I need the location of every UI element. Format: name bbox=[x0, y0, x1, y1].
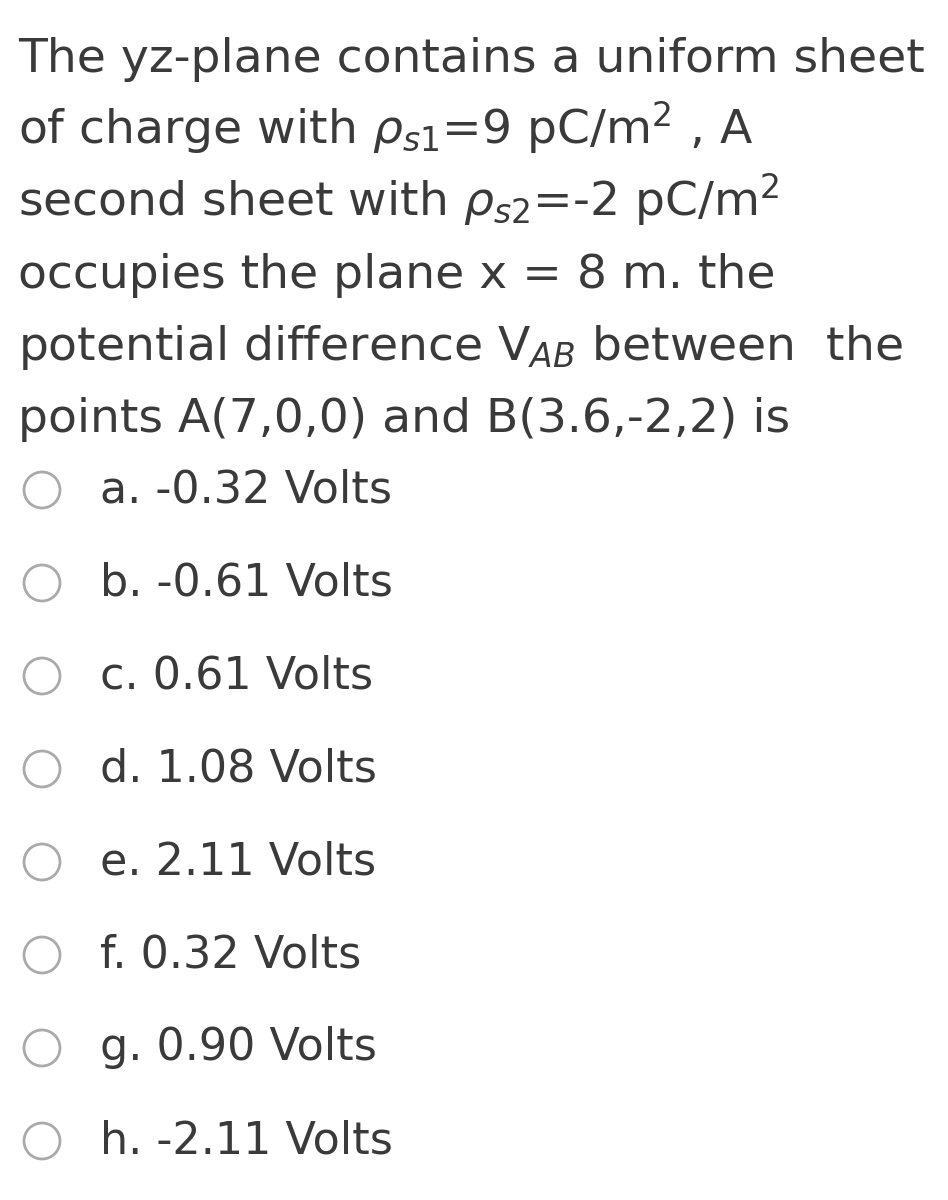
Text: e. 2.11 Volts: e. 2.11 Volts bbox=[100, 840, 376, 883]
Text: of charge with $\rho_{s1}$=9 pC/m$^2$ , A: of charge with $\rho_{s1}$=9 pC/m$^2$ , … bbox=[18, 100, 753, 156]
Text: second sheet with $\rho_{s2}$=-2 pC/m$^2$: second sheet with $\rho_{s2}$=-2 pC/m$^2… bbox=[18, 172, 779, 228]
Text: points A(7,0,0) and B(3.6,-2,2) is: points A(7,0,0) and B(3.6,-2,2) is bbox=[18, 397, 790, 442]
Text: g. 0.90 Volts: g. 0.90 Volts bbox=[100, 1026, 377, 1069]
Text: potential difference V$_{AB}$ between  the: potential difference V$_{AB}$ between th… bbox=[18, 323, 902, 372]
Text: a. -0.32 Volts: a. -0.32 Volts bbox=[100, 468, 392, 511]
Text: h. -2.11 Volts: h. -2.11 Volts bbox=[100, 1120, 392, 1162]
Text: occupies the plane x = 8 m. the: occupies the plane x = 8 m. the bbox=[18, 253, 775, 298]
Text: f. 0.32 Volts: f. 0.32 Volts bbox=[100, 934, 361, 976]
Text: b. -0.61 Volts: b. -0.61 Volts bbox=[100, 562, 392, 604]
Text: c. 0.61 Volts: c. 0.61 Volts bbox=[100, 654, 374, 697]
Text: d. 1.08 Volts: d. 1.08 Volts bbox=[100, 748, 377, 790]
Text: The yz-plane contains a uniform sheet: The yz-plane contains a uniform sheet bbox=[18, 37, 924, 82]
